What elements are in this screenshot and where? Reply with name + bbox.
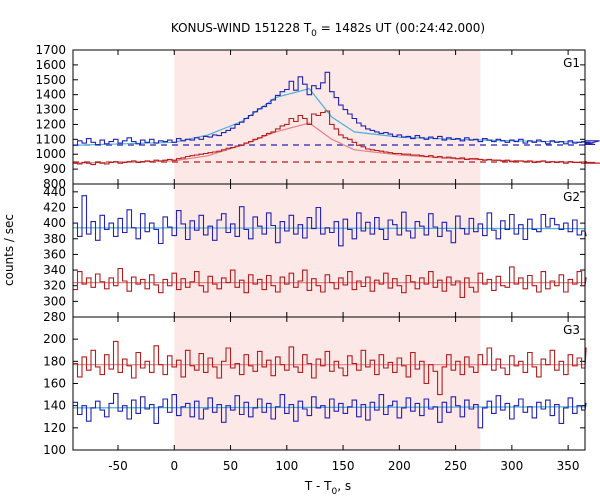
series-blue-g3 <box>73 392 587 429</box>
y-tick-label: 180 <box>43 354 66 368</box>
y-tick-label: 1700 <box>35 43 66 57</box>
y-tick-label: 1400 <box>35 88 66 102</box>
panel-g3: 100 120 140 160 180 200 G3 <box>43 316 587 457</box>
y-tick-label: 1300 <box>35 103 66 117</box>
x-tick-label: 50 <box>223 459 238 473</box>
y-tick-label: 120 <box>43 421 66 435</box>
x-tick-label: 150 <box>332 459 355 473</box>
x-tick-label: 0 <box>170 459 178 473</box>
x-tick-label: 300 <box>500 459 523 473</box>
y-tick-label: 900 <box>43 162 66 176</box>
series-red-g3 <box>73 340 587 396</box>
y-tick-label: 1000 <box>35 147 66 161</box>
y-axis-label: counts / sec <box>2 214 16 286</box>
panel-label: G3 <box>563 323 580 337</box>
x-tick-label: 200 <box>388 459 411 473</box>
y-tick-label: 1500 <box>35 73 66 87</box>
y-tick-label: 280 <box>43 310 66 324</box>
y-tick-label: 1600 <box>35 58 66 72</box>
y-tick-label: 320 <box>43 279 66 293</box>
series-red-g2 <box>73 266 587 298</box>
highlight-interval <box>174 50 481 450</box>
y-tick-label: 340 <box>43 263 66 277</box>
y-tick-label: 140 <box>43 399 66 413</box>
series-red-g1 <box>73 110 600 166</box>
y-tick-label: 400 <box>43 216 66 230</box>
x-tick-label: 100 <box>275 459 298 473</box>
y-tick-label: 300 <box>43 294 66 308</box>
y-tick-label: 1100 <box>35 132 66 146</box>
y-tick-label: 420 <box>43 200 66 214</box>
x-tick-label: -50 <box>108 459 128 473</box>
y-tick-label: 380 <box>43 232 66 246</box>
y-tick-label: 100 <box>43 443 66 457</box>
series-blue-g2 <box>73 195 587 247</box>
series-blue-g1 <box>73 71 600 146</box>
panel-label: G2 <box>563 190 580 204</box>
y-tick-label: 360 <box>43 247 66 261</box>
y-tick-label: 200 <box>43 332 66 346</box>
x-tick-label: 250 <box>444 459 467 473</box>
panel-label: G1 <box>563 56 580 70</box>
panel-frame <box>72 316 586 451</box>
chart-title: KONUS-WIND 151228 T0 = 1482s UT (00:24:4… <box>171 21 485 39</box>
x-axis-label: T - T0, s <box>304 479 351 497</box>
plot-area: 80090010001100120013001400150016001700G1… <box>35 43 600 473</box>
y-tick-label: 800 <box>43 177 66 191</box>
x-tick-label: 350 <box>557 459 580 473</box>
y-tick-label: 1200 <box>35 117 66 131</box>
y-tick-label: 440 <box>43 185 66 199</box>
y-tick-label: 160 <box>43 377 66 391</box>
